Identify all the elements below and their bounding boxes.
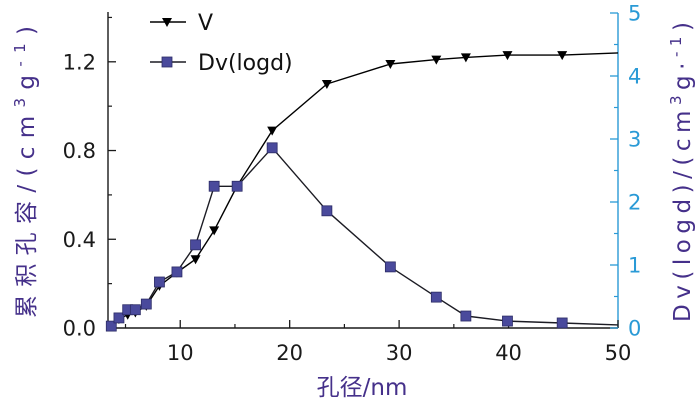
right-y-axis-label: Dv(logd)/(cm 3 g· -1) bbox=[667, 22, 696, 322]
left-y-tick-label: 0.0 bbox=[63, 317, 96, 341]
legend-label: Dv(logd) bbox=[198, 51, 293, 76]
legend-item-v: V bbox=[150, 11, 213, 36]
v-line bbox=[110, 52, 619, 327]
right-y-tick-label: 2 bbox=[628, 191, 641, 215]
right-y-tick-label: 3 bbox=[628, 128, 641, 152]
v-point bbox=[431, 55, 442, 65]
x-axis-label: 孔径/nm bbox=[317, 375, 408, 401]
dv-logd-point bbox=[190, 239, 201, 251]
dv-logd-point bbox=[105, 320, 117, 332]
v-point bbox=[460, 53, 471, 63]
series-v bbox=[106, 51, 619, 331]
dv-logd-point bbox=[208, 180, 220, 192]
dv-logd-point bbox=[154, 276, 165, 288]
left-y-label-unit: g bbox=[14, 75, 40, 90]
left-y-tick-label: 0.4 bbox=[63, 228, 96, 252]
x-tick-label: 40 bbox=[495, 341, 522, 365]
x-tick-label: 50 bbox=[605, 341, 632, 365]
v-point bbox=[502, 51, 513, 61]
data-series bbox=[105, 51, 619, 332]
x-tick-label: 30 bbox=[386, 341, 413, 365]
left-y-label-sup: 3 bbox=[11, 98, 29, 108]
right-y-label-main: Dv(logd)/(cm bbox=[670, 111, 696, 322]
v-point bbox=[209, 226, 220, 236]
dv-logd-point bbox=[502, 315, 513, 327]
x-tick-label: 20 bbox=[276, 341, 303, 365]
dv-logd-point bbox=[384, 261, 396, 273]
legend: V Dv(logd) bbox=[150, 11, 293, 76]
dv-logd-point bbox=[171, 266, 183, 278]
right-y-tick-label: 5 bbox=[628, 2, 641, 26]
legend-marker-square bbox=[161, 56, 173, 68]
right-y-label-unit: g· bbox=[670, 63, 696, 90]
v-point bbox=[190, 255, 201, 265]
dv-logd-point bbox=[556, 317, 568, 329]
left-y-tick-label: 0.8 bbox=[63, 139, 96, 163]
dv-logd-point bbox=[321, 205, 333, 217]
legend-label: V bbox=[198, 11, 213, 36]
left-y-label-main: 累积孔容/(cm bbox=[14, 116, 40, 318]
tick-labels: 10 20 30 40 50 0.0 0.4 0.8 1.2 0 1 2 3 4 5 bbox=[63, 2, 642, 366]
right-y-tick-label: 0 bbox=[628, 317, 641, 341]
dv-logd-point bbox=[460, 310, 472, 322]
left-y-label-close: ) bbox=[14, 26, 40, 35]
left-y-tick-label: 1.2 bbox=[63, 50, 96, 74]
v-point bbox=[385, 60, 396, 70]
right-y-label-exp: -1 bbox=[667, 37, 685, 57]
right-y-label-sup: 3 bbox=[667, 95, 685, 105]
series-dv-logd bbox=[105, 142, 619, 332]
legend-item-dv-logd: Dv(logd) bbox=[150, 51, 293, 76]
dv-logd-point bbox=[266, 142, 278, 154]
axes bbox=[107, 12, 619, 329]
right-y-tick-label: 1 bbox=[628, 254, 641, 278]
legend-marker-triangle-down bbox=[162, 18, 172, 27]
tick-marks bbox=[108, 12, 619, 329]
dv-logd-line bbox=[110, 147, 619, 327]
right-y-tick-label: 4 bbox=[628, 65, 641, 89]
left-y-axis-label: 累积孔容/(cm 3 g -1) bbox=[11, 26, 40, 318]
dv-logd-point bbox=[129, 304, 141, 316]
right-y-label-close: ) bbox=[670, 22, 696, 31]
x-tick-label: 10 bbox=[167, 341, 194, 365]
v-point bbox=[267, 126, 278, 136]
v-point bbox=[321, 79, 332, 89]
dv-logd-point bbox=[113, 312, 125, 324]
left-y-label-exp: -1 bbox=[11, 43, 29, 66]
v-point bbox=[557, 51, 568, 61]
dv-logd-point bbox=[231, 180, 243, 192]
dv-logd-point bbox=[430, 291, 442, 303]
dv-logd-point bbox=[140, 298, 152, 310]
